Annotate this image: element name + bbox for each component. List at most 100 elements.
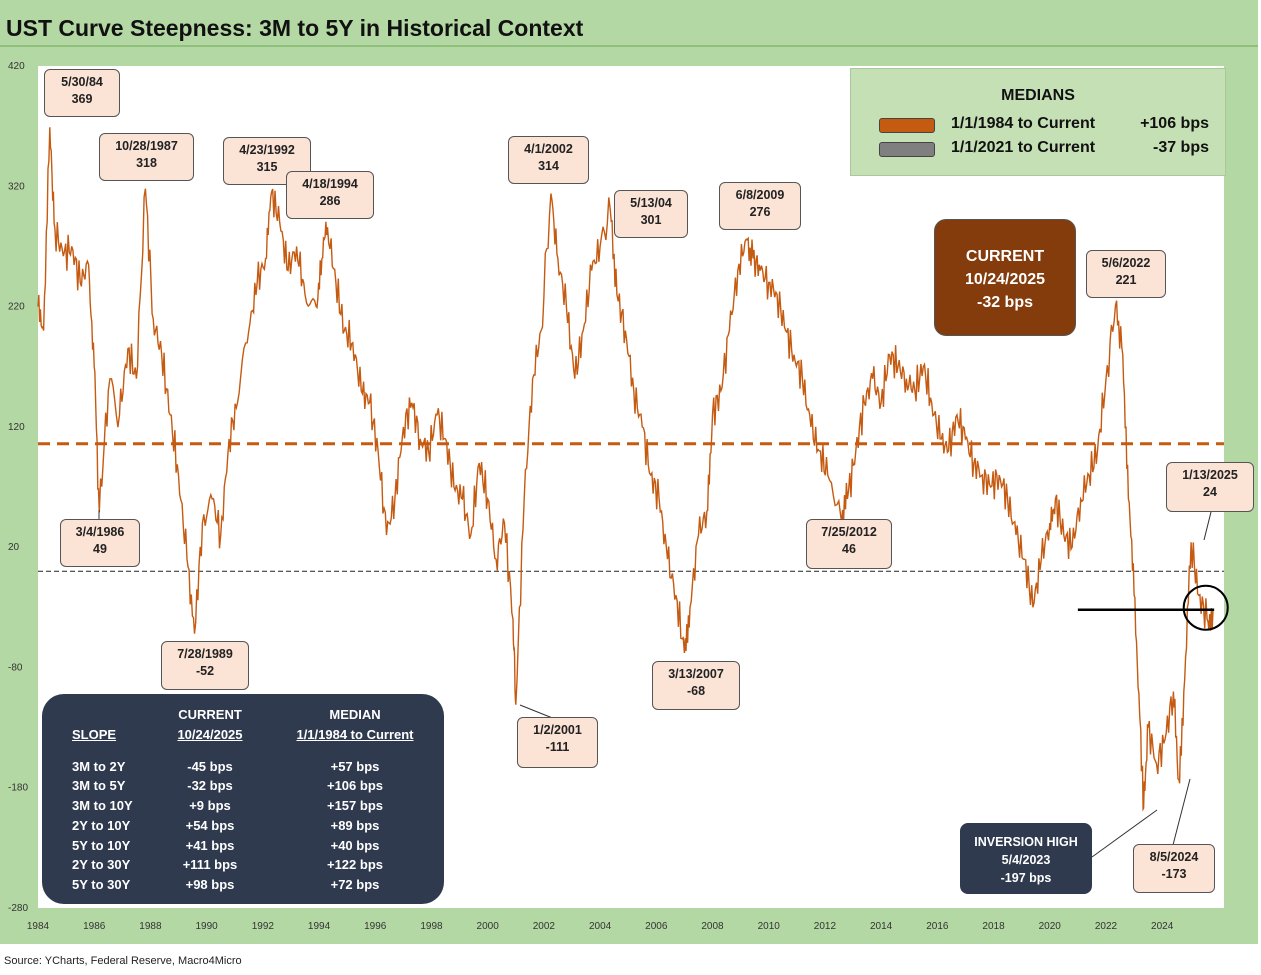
- callout-2007: 3/13/2007 -68: [652, 661, 740, 710]
- callout-date: 7/28/1989: [177, 647, 233, 661]
- header-current-top: CURRENT: [178, 707, 242, 722]
- x-tick-label: 2006: [645, 921, 668, 932]
- x-tick-label: 2022: [1095, 921, 1118, 932]
- callout-value: 276: [749, 205, 771, 219]
- callout-2001: 1/2/2001 -111: [517, 717, 598, 768]
- current-date: 10/24/2025: [964, 271, 1046, 288]
- x-tick-label: 2020: [1039, 921, 1062, 932]
- slope-row-median: +122 bps: [326, 857, 383, 872]
- callout-value: -52: [195, 664, 215, 678]
- slope-row-slope: 5Y to 30Y: [72, 877, 131, 892]
- callout-2022: 5/6/2022 221: [1086, 250, 1166, 298]
- current-label: CURRENT: [965, 248, 1045, 265]
- callout-value: 49: [93, 542, 107, 556]
- median-value-1984: +106 bps: [1140, 115, 1209, 132]
- x-tick-label: 2008: [701, 921, 724, 932]
- callout-date: 3/13/2007: [668, 667, 724, 681]
- x-tick-label: 2012: [814, 921, 837, 932]
- y-tick-label: -280: [8, 903, 28, 914]
- x-tick-label: 1994: [308, 921, 331, 932]
- slope-summary-table: CURRENT MEDIAN SLOPE 10/24/2025 1/1/1984…: [42, 694, 444, 904]
- slope-row-median: +57 bps: [330, 759, 380, 774]
- slope-row-current: +41 bps: [185, 838, 235, 853]
- connector-2024: [1172, 778, 1191, 846]
- current-bps: -32 bps: [976, 294, 1033, 311]
- header-median-top: MEDIAN: [329, 707, 381, 722]
- x-tick-label: 1992: [252, 921, 275, 932]
- x-tick-label: 2002: [533, 921, 556, 932]
- inversion-high-box: INVERSION HIGH 5/4/2023 -197 bps: [960, 823, 1092, 894]
- callout-value: 286: [319, 194, 341, 208]
- callout-date: 7/25/2012: [821, 525, 877, 539]
- callout-date: 6/8/2009: [735, 188, 785, 202]
- header-current-bottom: 10/24/2025: [177, 727, 243, 742]
- slope-row-slope: 2Y to 10Y: [72, 818, 131, 833]
- callout-1989: 7/28/1989 -52: [161, 641, 249, 690]
- callout-date: 5/6/2022: [1101, 256, 1151, 270]
- x-tick-label: 1998: [420, 921, 443, 932]
- slope-row-median: +89 bps: [330, 818, 380, 833]
- y-tick-label: 320: [8, 181, 25, 192]
- callout-2002: 4/1/2002 314: [508, 136, 589, 184]
- callout-value: -111: [545, 740, 570, 754]
- slope-row-current: -32 bps: [187, 778, 233, 793]
- x-tick-label: 2014: [870, 921, 893, 932]
- y-tick-label: 20: [8, 542, 20, 553]
- callout-date: 8/5/2024: [1149, 850, 1199, 864]
- callout-date: 10/28/1987: [115, 139, 178, 153]
- median-row-1984: 1/1/1984 to Current +106 bps: [879, 115, 1209, 135]
- slope-row-slope: 3M to 5Y: [72, 778, 126, 793]
- median-label-2021: 1/1/2021 to Current: [951, 139, 1096, 156]
- inversion-bps: -197 bps: [1000, 871, 1052, 885]
- x-tick-label: 1996: [364, 921, 387, 932]
- slope-row-slope: 3M to 2Y: [72, 759, 126, 774]
- y-tick-label: -80: [8, 662, 23, 673]
- connector-2001: [519, 704, 556, 720]
- chart-title-bar: UST Curve Steepness: 3M to 5Y in Histori…: [0, 0, 1258, 47]
- slope-row-current: +98 bps: [185, 877, 235, 892]
- slope-row-slope: 3M to 10Y: [72, 798, 133, 813]
- y-tick-label: 420: [8, 61, 25, 72]
- x-tick-label: 1990: [196, 921, 219, 932]
- header-median-bottom: 1/1/1984 to Current: [296, 727, 414, 742]
- callout-date: 5/13/04: [630, 196, 672, 210]
- x-tick-label: 2016: [926, 921, 949, 932]
- slope-row-current: +111 bps: [182, 857, 238, 872]
- callout-value: 24: [1203, 485, 1217, 499]
- callout-value: 318: [136, 156, 157, 170]
- callout-1987: 10/28/1987 318: [99, 133, 194, 181]
- medians-legend: MEDIANS 1/1/1984 to Current +106 bps 1/1…: [850, 68, 1226, 176]
- callout-2004: 5/13/04 301: [614, 190, 688, 238]
- current-value-box: CURRENT 10/24/2025 -32 bps: [934, 219, 1076, 336]
- slope-row-median: +157 bps: [326, 798, 383, 813]
- callout-connectors: [98, 510, 1212, 858]
- y-tick-label: 120: [8, 422, 25, 433]
- x-tick-label: 2004: [589, 921, 612, 932]
- inversion-date: 5/4/2023: [1001, 853, 1051, 867]
- callout-date: 4/18/1994: [302, 177, 358, 191]
- x-tick-label: 2018: [982, 921, 1005, 932]
- chart-title: UST Curve Steepness: 3M to 5Y in Histori…: [6, 15, 584, 41]
- slope-row-current: +54 bps: [185, 818, 235, 833]
- series-line-3m-5y: [37, 127, 1214, 812]
- header-slope: SLOPE: [72, 727, 117, 742]
- source-note: Source: YCharts, Federal Reserve, Macro4…: [4, 955, 242, 967]
- x-tick-label: 1988: [139, 921, 162, 932]
- callout-value: 46: [842, 542, 856, 556]
- slope-row-slope: 5Y to 10Y: [72, 838, 131, 853]
- x-tick-label: 2010: [758, 921, 781, 932]
- callout-2012: 7/25/2012 46: [806, 519, 892, 569]
- current-marker-circle: [1182, 584, 1229, 631]
- callout-value: 315: [256, 160, 278, 174]
- callout-1994: 4/18/1994 286: [286, 171, 374, 219]
- median-label-1984: 1/1/1984 to Current: [951, 115, 1096, 132]
- x-tick-label: 2000: [477, 921, 500, 932]
- x-tick-label: 2024: [1151, 921, 1174, 932]
- y-tick-label: 220: [8, 302, 25, 313]
- median-swatch-1984: [879, 118, 935, 133]
- slope-row-current: -45 bps: [187, 759, 233, 774]
- callout-date: 1/2/2001: [533, 723, 582, 737]
- x-tick-label: 1984: [27, 921, 50, 932]
- callout-2024: 8/5/2024 -173: [1133, 844, 1215, 893]
- callout-value: 221: [1115, 273, 1137, 287]
